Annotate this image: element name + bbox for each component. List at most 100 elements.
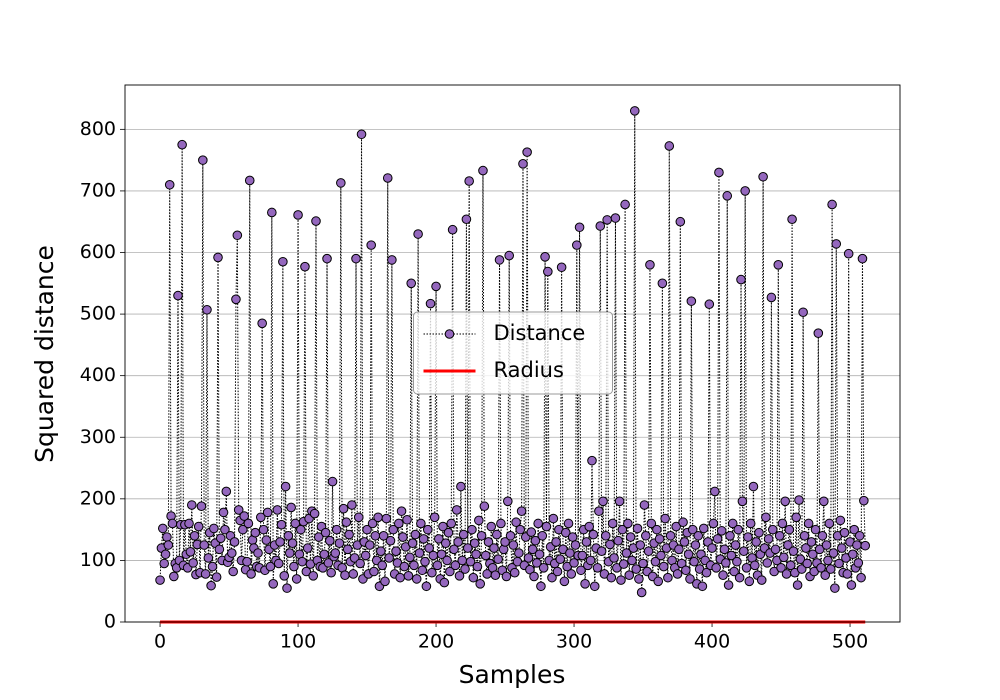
data-point [286, 502, 296, 513]
data-point [774, 530, 785, 541]
data-point [518, 159, 528, 169]
data-point [413, 229, 423, 239]
data-point [560, 527, 571, 538]
data-point [632, 523, 643, 534]
data-point [762, 558, 773, 568]
data-point [279, 571, 290, 581]
data-point [351, 253, 361, 264]
data-point [265, 561, 276, 572]
data-point [313, 532, 324, 542]
data-point [784, 524, 795, 535]
data-point [421, 581, 432, 592]
data-point [552, 566, 563, 577]
data-point [792, 580, 803, 590]
data-point [785, 560, 796, 571]
series-line [159, 110, 866, 593]
data-point [442, 555, 452, 566]
data-point [474, 515, 484, 526]
data-point [447, 224, 458, 235]
data-point [273, 558, 284, 569]
data-point [783, 540, 793, 550]
data-point [301, 566, 312, 577]
data-point [821, 540, 832, 550]
data-point [160, 549, 171, 560]
data-point [342, 544, 353, 555]
data-point [509, 567, 520, 578]
data-point [795, 554, 806, 564]
data-point [159, 558, 169, 569]
data-point [300, 261, 310, 272]
data-point [388, 524, 399, 535]
data-point [540, 252, 550, 262]
data-point [827, 199, 837, 210]
data-point [576, 565, 586, 576]
data-point [460, 564, 470, 574]
data-point [262, 507, 273, 518]
data-point [228, 566, 238, 577]
data-point [719, 544, 730, 555]
data-point [311, 216, 321, 226]
data-point [588, 529, 599, 540]
data-point [565, 548, 575, 558]
data-point [609, 553, 619, 563]
data-point [258, 524, 269, 535]
data-point [537, 530, 548, 541]
data-point [454, 571, 465, 581]
data-point [617, 524, 628, 535]
data-point [353, 512, 364, 523]
data-point [377, 560, 388, 571]
data-point [770, 544, 781, 555]
data-point [807, 549, 818, 560]
data-point [403, 571, 414, 581]
data-point [754, 527, 764, 538]
data-point [745, 518, 756, 529]
data-point [708, 518, 719, 529]
data-point [776, 563, 786, 573]
data-point [856, 572, 866, 583]
data-point [278, 256, 288, 267]
data-point [250, 527, 261, 538]
data-point [834, 558, 844, 569]
data-point [620, 199, 630, 210]
data-point [584, 521, 595, 532]
data-point [689, 556, 699, 567]
data-point [737, 496, 748, 507]
data-point [777, 518, 788, 529]
data-point [533, 518, 543, 529]
data-point [788, 546, 799, 556]
data-point [526, 527, 537, 537]
data-point [585, 555, 596, 566]
data-point [287, 538, 298, 548]
data-point [434, 534, 444, 544]
data-point [849, 524, 859, 535]
data-point [209, 523, 219, 534]
data-point [407, 538, 418, 548]
data-point [839, 527, 850, 538]
data-point [722, 191, 733, 201]
data-point [480, 550, 491, 561]
data-point [711, 563, 721, 573]
data-point [323, 558, 334, 568]
data-point [529, 571, 539, 582]
data-point [803, 518, 814, 529]
data-point [490, 570, 501, 580]
x-axis-label: Samples [459, 660, 566, 689]
data-point [211, 572, 222, 582]
data-point [685, 574, 695, 584]
data-point [468, 572, 479, 583]
data-point [478, 165, 488, 176]
data-point [221, 486, 232, 497]
data-point [348, 569, 359, 579]
data-point [831, 239, 842, 249]
data-point [781, 569, 792, 579]
data-point [525, 564, 535, 575]
data-point [508, 540, 519, 550]
data-point [779, 552, 789, 563]
data-point [857, 253, 868, 264]
data-point [756, 575, 767, 585]
data-point [710, 486, 720, 497]
data-point [698, 523, 709, 534]
data-point [326, 567, 336, 578]
data-point [242, 556, 252, 567]
data-point [494, 255, 505, 265]
